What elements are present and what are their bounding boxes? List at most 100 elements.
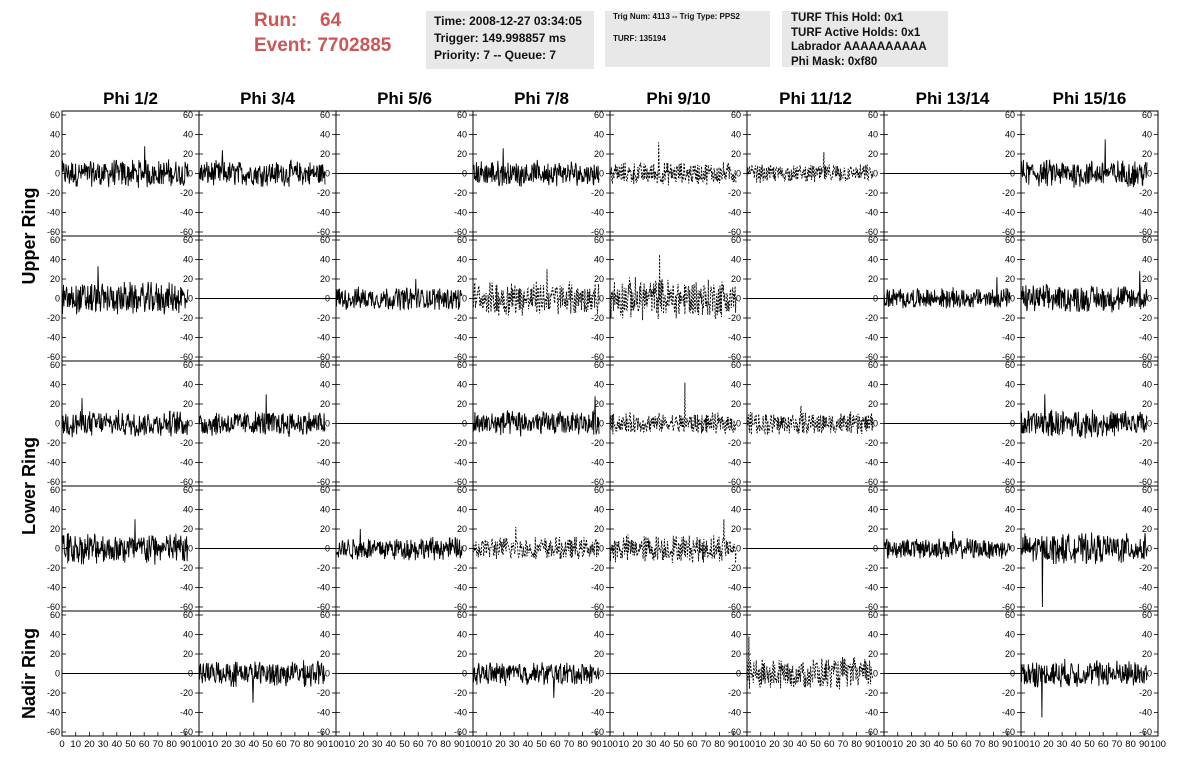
- trace-solid: [472, 148, 600, 187]
- y-tick-label: -40: [1002, 208, 1015, 218]
- y-tick-label: 0: [55, 419, 60, 429]
- y-tick-label: 40: [1005, 130, 1015, 140]
- y-tick-label: 0: [1147, 419, 1152, 429]
- y-tick-label: -20: [317, 313, 330, 323]
- y-tick-label: -40: [454, 333, 467, 343]
- y-tick-label: -40: [728, 708, 741, 718]
- y-tick-label: -60: [865, 602, 878, 612]
- y-tick-label: -60: [317, 227, 330, 237]
- y-tick-label: 60: [868, 360, 878, 370]
- x-tick-label: 20: [495, 739, 506, 750]
- y-tick-label: 40: [183, 130, 193, 140]
- y-tick-label: -20: [454, 688, 467, 698]
- x-tick-label: 70: [1112, 739, 1123, 750]
- y-tick-label: -60: [47, 477, 60, 487]
- y-tick-label: 40: [1142, 380, 1152, 390]
- time-text: Time: 2008-12-27 03:34:05: [434, 14, 582, 28]
- y-tick-label: 0: [55, 294, 60, 304]
- x-tick-label: 60: [276, 739, 287, 750]
- y-tick-label: -40: [1139, 583, 1152, 593]
- x-tick-label: 50: [262, 739, 273, 750]
- y-tick-label: -40: [180, 333, 193, 343]
- y-tick-label: -40: [1139, 208, 1152, 218]
- x-tick-label: 100: [602, 739, 618, 750]
- x-tick-label: 10: [207, 739, 218, 750]
- trace-solid: [61, 398, 189, 438]
- y-tick-label: 40: [457, 130, 467, 140]
- y-tick-label: 60: [1142, 610, 1152, 620]
- column-title: Phi 5/6: [377, 89, 432, 108]
- y-tick-label: -40: [591, 708, 604, 718]
- y-tick-label: 0: [1147, 169, 1152, 179]
- y-tick-label: 20: [320, 649, 330, 659]
- y-tick-label: -20: [454, 313, 467, 323]
- y-tick-label: -60: [728, 602, 741, 612]
- y-tick-label: -40: [1002, 458, 1015, 468]
- y-tick-label: -20: [591, 563, 604, 573]
- y-tick-label: 0: [873, 169, 878, 179]
- y-tick-label: -20: [47, 438, 60, 448]
- column-title: Phi 9/10: [646, 89, 710, 108]
- y-tick-label: 40: [868, 130, 878, 140]
- y-tick-label: 40: [50, 130, 60, 140]
- x-tick-label: 60: [550, 739, 561, 750]
- y-tick-label: 60: [457, 485, 467, 495]
- y-tick-label: 20: [50, 649, 60, 659]
- trace-solid: [335, 528, 463, 561]
- y-tick-label: -20: [1002, 188, 1015, 198]
- y-tick-label: 20: [1005, 524, 1015, 534]
- column-title: Phi 7/8: [514, 89, 569, 108]
- y-tick-label: -40: [317, 583, 330, 593]
- x-tick-label: 70: [427, 739, 438, 750]
- y-tick-label: 0: [188, 419, 193, 429]
- y-tick-label: -60: [454, 227, 467, 237]
- y-tick-label: 60: [594, 110, 604, 120]
- trigger-text: Trigger: 149.998857 ms: [434, 31, 567, 45]
- y-tick-label: 40: [731, 505, 741, 515]
- y-tick-label: -60: [317, 727, 330, 737]
- y-tick-label: -20: [454, 188, 467, 198]
- phi-mask-text: Phi Mask: 0xf80: [791, 55, 878, 68]
- y-tick-label: -40: [47, 458, 60, 468]
- y-tick-label: -60: [180, 727, 193, 737]
- y-tick-label: 60: [731, 110, 741, 120]
- y-tick-label: 40: [457, 380, 467, 390]
- y-tick-label: 20: [868, 149, 878, 159]
- y-tick-label: 0: [188, 169, 193, 179]
- y-tick-label: -60: [317, 477, 330, 487]
- y-tick-label: 60: [1005, 485, 1015, 495]
- y-tick-label: -20: [728, 563, 741, 573]
- x-tick-label: 70: [975, 739, 986, 750]
- y-tick-label: -60: [1139, 602, 1152, 612]
- y-tick-label: 60: [50, 360, 60, 370]
- x-tick-label: 20: [632, 739, 643, 750]
- y-tick-label: 0: [1147, 669, 1152, 679]
- x-tick-label: 40: [1071, 739, 1082, 750]
- y-tick-label: 40: [594, 130, 604, 140]
- y-tick-label: -20: [1139, 313, 1152, 323]
- trace-solid: [335, 278, 463, 311]
- x-tick-label: 40: [660, 739, 671, 750]
- y-tick-label: -60: [454, 352, 467, 362]
- y-tick-label: 20: [320, 399, 330, 409]
- y-tick-label: 40: [50, 380, 60, 390]
- x-tick-label: 40: [934, 739, 945, 750]
- y-tick-label: -60: [180, 227, 193, 237]
- y-tick-label: 40: [183, 630, 193, 640]
- y-tick-label: 60: [594, 360, 604, 370]
- y-tick-label: 60: [320, 610, 330, 620]
- y-tick-label: 20: [183, 399, 193, 409]
- y-tick-label: 40: [868, 505, 878, 515]
- trace-solid: [1020, 271, 1148, 313]
- y-tick-label: 40: [868, 380, 878, 390]
- y-tick-label: -40: [1139, 333, 1152, 343]
- x-tick-label: 20: [769, 739, 780, 750]
- y-tick-label: -20: [1139, 438, 1152, 448]
- y-tick-label: 40: [1005, 630, 1015, 640]
- y-tick-label: 20: [594, 399, 604, 409]
- x-tick-label: 40: [112, 739, 123, 750]
- y-tick-label: 20: [1005, 649, 1015, 659]
- y-tick-label: 20: [594, 149, 604, 159]
- y-tick-label: -20: [728, 438, 741, 448]
- column-title: Phi 1/2: [103, 89, 158, 108]
